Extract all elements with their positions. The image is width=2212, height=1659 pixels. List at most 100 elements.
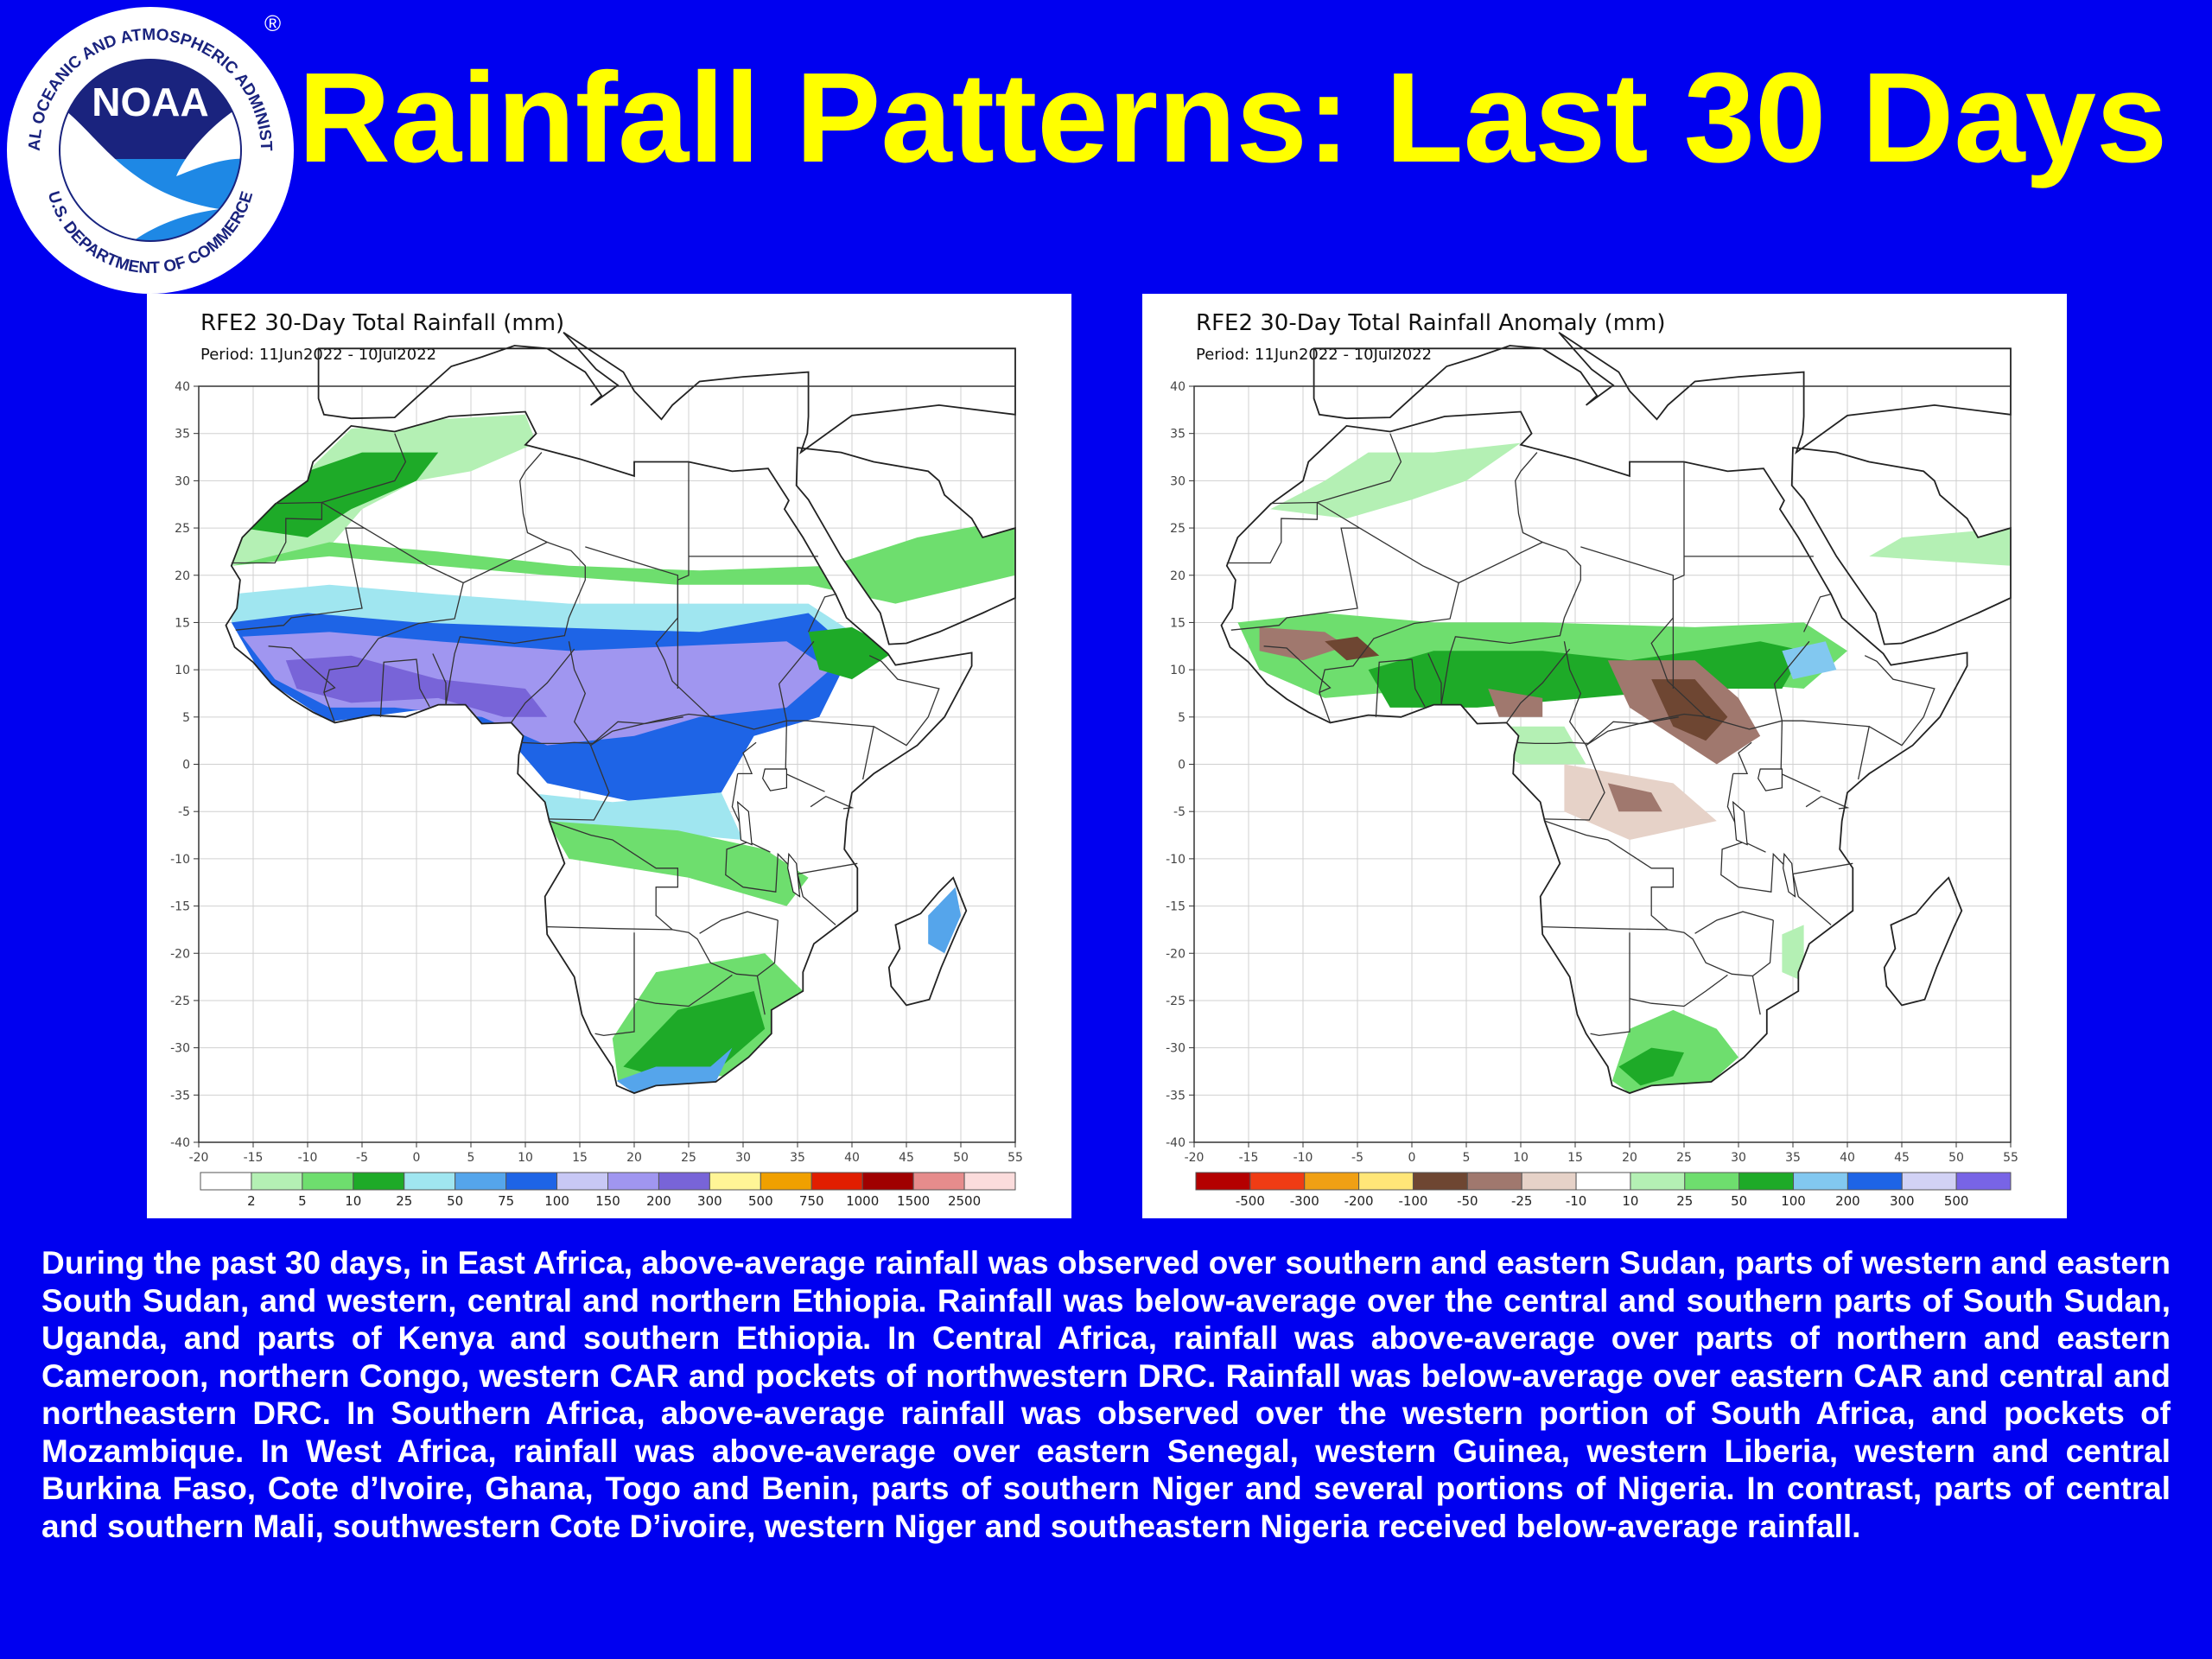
x-tick-label: -10	[298, 1151, 318, 1165]
rainfall-band	[1618, 1047, 1684, 1086]
lake	[762, 768, 788, 791]
legend-label: 100	[1781, 1193, 1806, 1209]
legend-swatch	[556, 1172, 608, 1191]
lake	[1783, 852, 1796, 898]
legend-swatch	[1466, 1172, 1522, 1191]
legend-label: 200	[646, 1193, 671, 1209]
coastline	[1220, 331, 2012, 1095]
legend-swatch	[1901, 1172, 1957, 1191]
rainfall-anomaly-map: RFE2 30-Day Total Rainfall Anomaly (mm)P…	[1166, 310, 2018, 1209]
legend-swatch	[1575, 1172, 1631, 1191]
rainfall-band	[1270, 442, 1521, 519]
y-tick-label: -30	[1166, 1042, 1185, 1056]
y-tick-label: 10	[1170, 664, 1185, 677]
x-tick-label: 15	[1567, 1151, 1583, 1165]
rainfall-band	[1455, 726, 1586, 765]
legend-swatch	[454, 1172, 507, 1191]
lake	[1758, 768, 1783, 791]
x-tick-label: 5	[467, 1151, 475, 1165]
legend-label: 25	[396, 1193, 412, 1209]
y-tick-label: -35	[1166, 1089, 1185, 1103]
y-tick-label: -15	[170, 900, 190, 914]
legend-label: 300	[697, 1193, 722, 1209]
x-tick-label: 0	[413, 1151, 421, 1165]
legend-swatch	[1249, 1172, 1306, 1191]
legend-swatch	[963, 1172, 1016, 1191]
map-title: RFE2 30-Day Total Rainfall Anomaly (mm)	[1196, 310, 1666, 336]
y-tick-label: 30	[1170, 474, 1185, 488]
y-tick-label: 5	[182, 711, 190, 725]
legend-swatch	[200, 1172, 252, 1191]
x-tick-label: 35	[1785, 1151, 1801, 1165]
y-tick-label: -10	[170, 853, 190, 867]
legend-label: 25	[1676, 1193, 1693, 1209]
lake	[736, 800, 753, 846]
y-tick-label: -25	[1166, 995, 1185, 1008]
legend-swatch	[861, 1172, 914, 1191]
legend-label: 75	[498, 1193, 514, 1209]
legend-swatch	[760, 1172, 812, 1191]
legend-swatch	[912, 1172, 965, 1191]
x-tick-label: 50	[953, 1151, 969, 1165]
x-tick-label: 40	[1840, 1151, 1855, 1165]
rainfall-band	[547, 821, 809, 906]
rainfall-band	[1869, 528, 2011, 566]
y-tick-label: 10	[175, 664, 190, 677]
y-tick-label: -5	[178, 805, 190, 819]
legend-label: 2500	[948, 1193, 981, 1209]
rainfall-band	[1782, 641, 1837, 680]
y-tick-label: 25	[1170, 522, 1185, 536]
y-tick-label: 20	[175, 569, 190, 583]
x-tick-label: 25	[681, 1151, 696, 1165]
legend-swatch	[607, 1172, 659, 1191]
lake	[1732, 800, 1748, 846]
legend-label: 500	[748, 1193, 773, 1209]
legend-label: 500	[1944, 1193, 1969, 1209]
country-borders	[1226, 433, 1936, 1037]
rainfall-band	[242, 452, 439, 537]
logo-center-text: NOAA	[92, 79, 208, 124]
legend-swatch	[1847, 1172, 1903, 1191]
total-rainfall-map: RFE2 30-Day Total Rainfall (mm)Period: 1…	[170, 310, 1023, 1209]
legend-swatch	[251, 1172, 303, 1191]
legend-swatch	[1358, 1172, 1414, 1191]
noaa-logo: NOAA NATIONAL OCEANIC AND ATMOSPHERIC AD…	[3, 3, 294, 294]
rainfall-field	[1237, 442, 2011, 1094]
legend-swatch	[1521, 1172, 1577, 1191]
x-tick-label: 20	[1622, 1151, 1637, 1165]
x-tick-label: 55	[1007, 1151, 1023, 1165]
legend-swatch	[404, 1172, 456, 1191]
legend-swatch	[1412, 1172, 1468, 1191]
x-tick-label: -15	[1239, 1151, 1259, 1165]
y-tick-label: 25	[175, 522, 190, 536]
lake	[787, 852, 801, 898]
legend-label: -10	[1566, 1193, 1587, 1209]
legend-swatch	[1738, 1172, 1795, 1191]
y-tick-label: 20	[1170, 569, 1185, 583]
total-rainfall-map-panel: RFE2 30-Day Total Rainfall (mm) Period: 1…	[147, 294, 1071, 1218]
legend-label: -300	[1290, 1193, 1319, 1209]
rainfall-band	[1782, 925, 1804, 982]
y-tick-label: -40	[170, 1136, 190, 1150]
rainfall-band	[623, 991, 766, 1077]
legend-swatch	[353, 1172, 405, 1191]
legend-label: -500	[1236, 1193, 1265, 1209]
x-tick-label: -15	[244, 1151, 264, 1165]
rainfall-field	[231, 414, 1015, 1094]
x-tick-label: 30	[735, 1151, 751, 1165]
slide-title: Rainfall Patterns: Last 30 Days	[298, 47, 2168, 189]
legend-label: 200	[1835, 1193, 1860, 1209]
y-tick-label: 30	[175, 474, 190, 488]
x-tick-label: -10	[1294, 1151, 1313, 1165]
x-tick-label: 30	[1731, 1151, 1746, 1165]
legend-swatch	[505, 1172, 558, 1191]
y-tick-label: -20	[1166, 947, 1185, 961]
legend-label: -25	[1511, 1193, 1533, 1209]
country-borders	[231, 433, 940, 1037]
x-tick-label: 15	[572, 1151, 588, 1165]
x-tick-label: 20	[626, 1151, 642, 1165]
x-tick-label: 10	[1513, 1151, 1529, 1165]
rainfall-band	[1651, 679, 1728, 741]
legend-label: 50	[1731, 1193, 1747, 1209]
y-tick-label: 15	[1170, 616, 1185, 630]
